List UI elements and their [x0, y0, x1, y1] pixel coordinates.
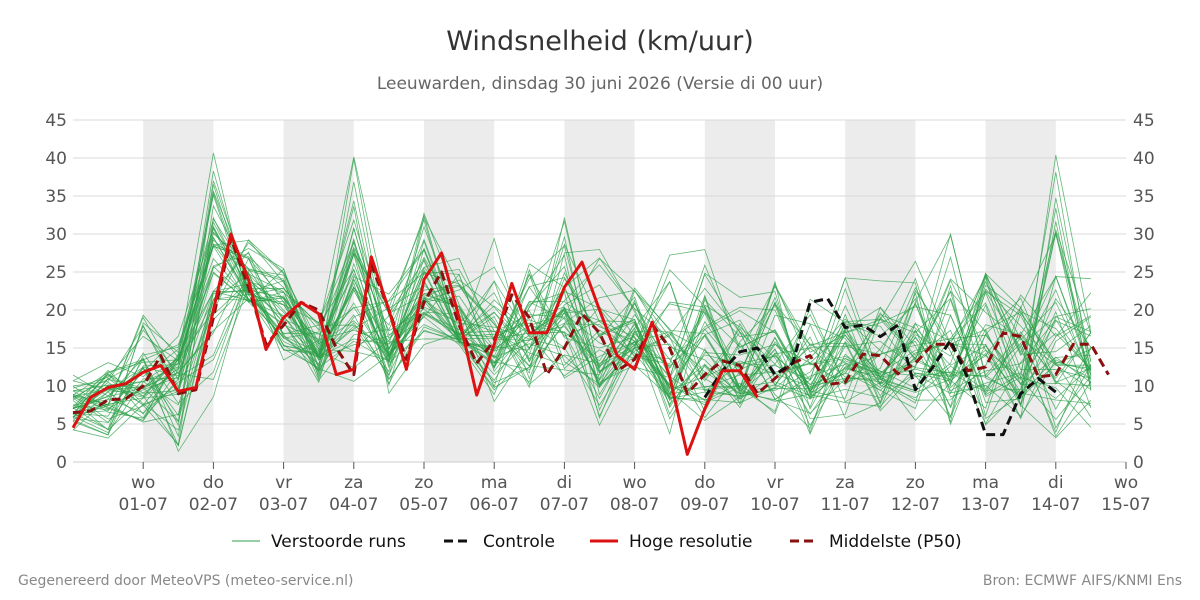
ensemble-member-line: [72, 242, 1092, 422]
x-tick-day: vr: [275, 473, 292, 493]
ensemble-member-line: [72, 247, 1091, 431]
x-tick-day: za: [836, 473, 855, 493]
y-tick-label: 45: [1133, 111, 1155, 131]
x-tick-day: zo: [906, 473, 925, 493]
ensemble-member-line: [72, 208, 1092, 417]
ensemble-member-line: [72, 227, 1092, 447]
x-tick-day: zo: [414, 473, 433, 493]
ensemble-member-line: [72, 218, 1092, 414]
x-tick-date: 13-07: [961, 495, 1010, 515]
x-tick-date: 04-07: [329, 495, 378, 515]
y-axis-right: 0 5 10 15 20 25 30 35 40 45: [1133, 111, 1155, 473]
y-tick-label: 35: [1133, 187, 1155, 207]
x-tick-date: 10-07: [750, 495, 799, 515]
x-tick-date: 11-07: [820, 495, 869, 515]
legend-label: Middelste (P50): [829, 532, 962, 552]
x-tick-day: ma: [481, 473, 508, 493]
x-tick-day: do: [694, 473, 715, 493]
x-tick-date: 07-07: [540, 495, 589, 515]
y-tick-label: 10: [1133, 377, 1155, 397]
y-tick-label: 30: [1133, 225, 1155, 245]
series-line-hoge-resolutie: [71, 232, 759, 456]
x-tick-date: 12-07: [891, 495, 940, 515]
x-tick-day: wo: [131, 473, 155, 493]
y-tick-label: 0: [1133, 453, 1144, 473]
x-tick-day: ma: [972, 473, 999, 493]
y-tick-label: 35: [45, 187, 67, 207]
series-line-middelste-p50: [72, 236, 1110, 415]
legend: Verstoorde runs Controle Hoge resolutie Mid…: [232, 532, 962, 552]
x-tick-date: 03-07: [259, 495, 308, 515]
y-tick-label: 10: [45, 377, 67, 397]
series-line-controle: [703, 297, 1057, 437]
y-tick-label: 0: [56, 453, 67, 473]
ensemble-member-line: [72, 193, 1091, 418]
y-tick-label: 25: [45, 263, 67, 283]
ensemble-member-line: [72, 232, 1092, 397]
legend-label: Verstoorde runs: [271, 532, 406, 552]
chart-title: Windsnelheid (km/uur): [446, 26, 754, 57]
y-tick-label: 40: [1133, 149, 1155, 169]
ensemble-member-line: [72, 252, 1092, 426]
x-tick-date: 09-07: [680, 495, 729, 515]
main-series-lines: [71, 232, 1110, 456]
x-tick-day: wo: [622, 473, 646, 493]
y-tick-label: 15: [1133, 339, 1155, 359]
y-axis-left: 0 5 10 15 20 25 30 35 40 45: [45, 111, 67, 473]
x-tick-day: za: [344, 473, 363, 493]
x-tick-day: di: [557, 473, 573, 493]
x-tick-day: di: [1048, 473, 1064, 493]
footer-credit: Gegenereerd door MeteoVPS (meteo-service…: [18, 573, 353, 589]
x-tick-date: 05-07: [399, 495, 448, 515]
y-tick-label: 20: [1133, 301, 1155, 321]
chart-subtitle: Leeuwarden, dinsdag 30 juni 2026 (Versie…: [377, 74, 823, 94]
ensemble-member-line: [72, 221, 1092, 431]
y-tick-label: 15: [45, 339, 67, 359]
ensemble-member-line: [72, 251, 1092, 436]
x-tick-date: 08-07: [610, 495, 659, 515]
shaded-day: [283, 120, 354, 462]
x-tick-day: do: [203, 473, 224, 493]
x-tick-date: 06-07: [469, 495, 518, 515]
x-tick-date: 01-07: [118, 495, 167, 515]
y-tick-label: 5: [1133, 415, 1144, 435]
footer-source: Bron: ECMWF AIFS/KNMI Ens: [983, 573, 1182, 589]
legend-label: Hoge resolutie: [629, 532, 753, 552]
ensemble-lines: [72, 152, 1092, 453]
ensemble-member-line: [72, 239, 1091, 439]
y-tick-label: 20: [45, 301, 67, 321]
y-tick-label: 45: [45, 111, 67, 131]
legend-label: Controle: [483, 532, 555, 552]
y-tick-label: 30: [45, 225, 67, 245]
x-tick-date: 14-07: [1031, 495, 1080, 515]
ensemble-member-line: [72, 216, 1092, 436]
x-axis: wo01-07do02-07vr03-07za04-07zo05-07ma06-…: [118, 462, 1151, 515]
y-tick-label: 40: [45, 149, 67, 169]
x-tick-date: 15-07: [1101, 495, 1150, 515]
y-tick-label: 25: [1133, 263, 1155, 283]
y-tick-label: 5: [56, 415, 67, 435]
ensemble-member-line: [72, 227, 1092, 436]
x-tick-date: 02-07: [189, 495, 238, 515]
ensemble-member-line: [72, 265, 1092, 430]
x-tick-day: vr: [766, 473, 783, 493]
shaded-day: [985, 120, 1056, 462]
x-tick-day: wo: [1114, 473, 1138, 493]
